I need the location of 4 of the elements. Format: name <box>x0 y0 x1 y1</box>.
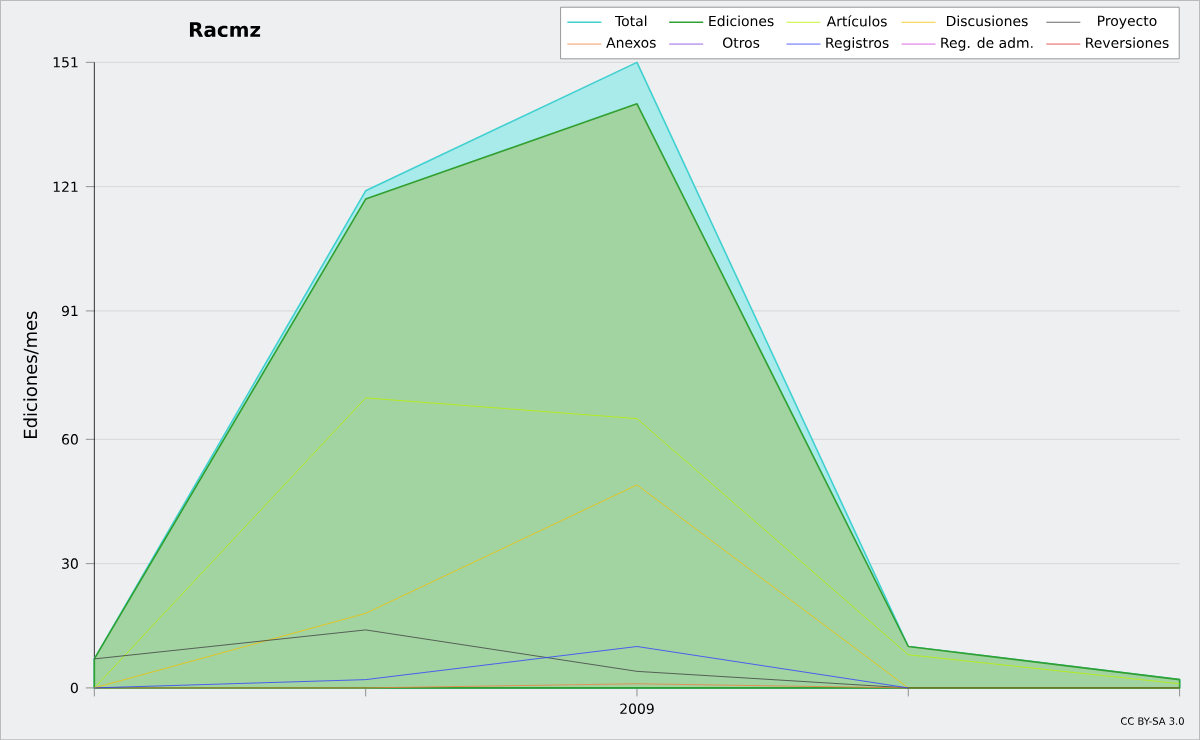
line-series <box>93 397 1180 689</box>
line-series <box>93 629 1180 689</box>
y-axis-title: Ediciones/mes <box>23 311 39 438</box>
chart-title: Racmz <box>189 22 261 37</box>
